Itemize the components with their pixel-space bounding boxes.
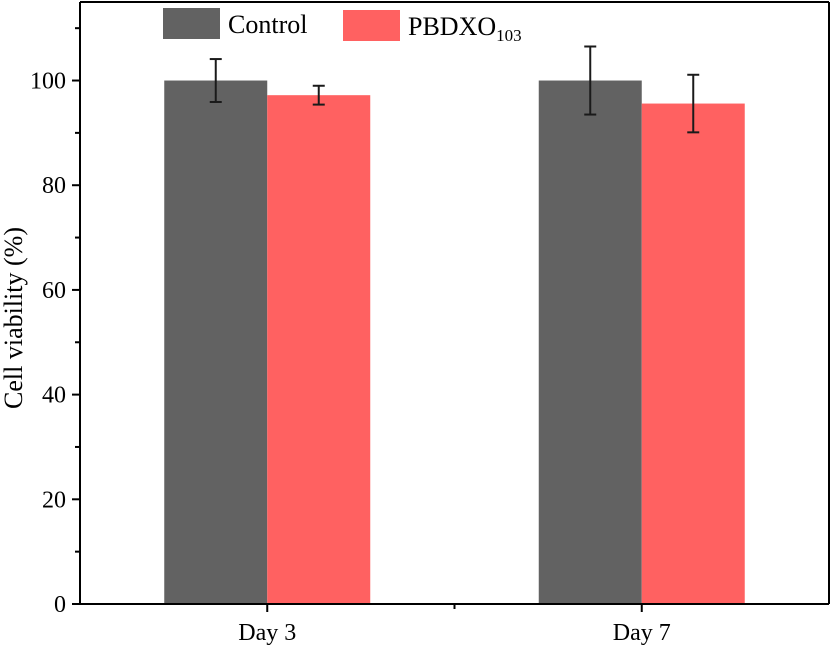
error-bars-layer — [209, 45, 700, 134]
bar-pbdxo103-day-3 — [267, 95, 371, 604]
legend: Control PBDXO103 — [163, 8, 522, 45]
error-bar — [584, 45, 597, 116]
bars-layer — [164, 80, 745, 605]
error-bar — [209, 58, 222, 103]
error-bar — [687, 73, 700, 134]
y-tick-label: 60 — [42, 278, 66, 304]
legend-item-pbdxo103: PBDXO103 — [343, 10, 522, 45]
x-tick-label: Day 7 — [613, 620, 671, 646]
y-tick-label: 100 — [30, 69, 66, 95]
legend-label: Control — [228, 10, 307, 39]
legend-item-control: Control — [163, 8, 307, 39]
ticks-layer: 0 20 40 60 80 100 Day 3 Day 7 — [30, 27, 671, 646]
bar-pbdxo103-day-7 — [641, 103, 745, 604]
legend-label: PBDXO103 — [408, 12, 522, 45]
y-tick-label: 40 — [42, 383, 66, 409]
bar-control-day-7 — [538, 80, 642, 605]
bar-control-day-3 — [164, 80, 268, 605]
y-axis-label: Cell viability (%) — [0, 227, 28, 409]
legend-swatch — [163, 8, 220, 39]
x-tick-label: Day 3 — [238, 620, 296, 646]
y-tick-label: 80 — [42, 173, 66, 199]
error-bar — [312, 84, 325, 106]
y-tick-label: 20 — [42, 487, 66, 513]
legend-swatch — [343, 10, 400, 41]
y-tick-label: 0 — [54, 592, 66, 618]
